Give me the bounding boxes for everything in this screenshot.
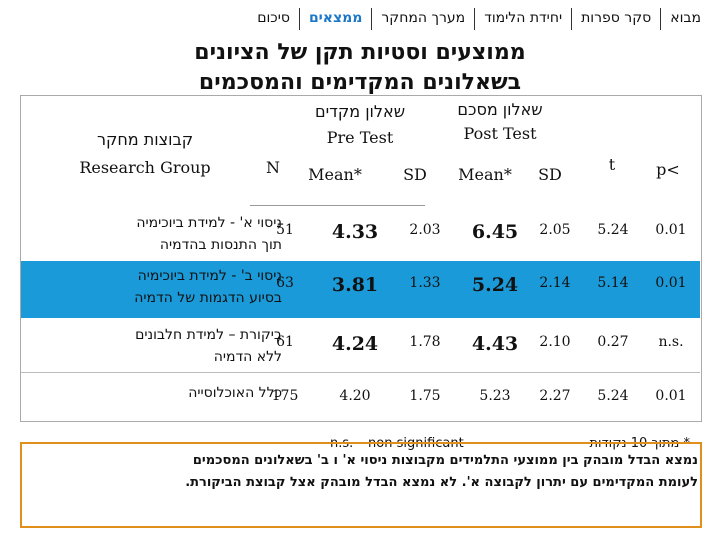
cell: 4.24 xyxy=(331,333,379,355)
title-line: בשאלונים המקדימים והמסכמים xyxy=(198,70,522,94)
nav-item[interactable]: ממצאים xyxy=(298,8,371,30)
header-p: p< xyxy=(656,160,680,179)
nav-item[interactable]: סיכום xyxy=(257,10,290,26)
cell: 2.27 xyxy=(539,388,571,404)
conclusion-line: לעומת המקדימים עם יתרון לקבוצה א'. לא נמ… xyxy=(185,475,698,490)
cell: 63 xyxy=(276,275,294,291)
row-label-line: ביקורת – למידת חלבונים xyxy=(135,327,282,343)
header-post-he: שאלון מסכם xyxy=(457,100,543,119)
header-rule xyxy=(250,205,425,206)
nav-item[interactable]: סקר ספרות xyxy=(571,8,660,30)
row-label-line: בסיוע הדגמות של הדמיה xyxy=(134,290,282,306)
cell: 61 xyxy=(276,334,294,350)
cell: 2.05 xyxy=(539,222,571,238)
cell: 5.24 xyxy=(597,222,629,238)
nav-item[interactable]: מערך המחקר xyxy=(371,8,474,30)
cell: 5.14 xyxy=(597,275,629,291)
cell: n.s. xyxy=(658,334,684,350)
cell: 1.75 xyxy=(409,388,441,404)
cell: 175 xyxy=(271,388,299,404)
header-post-en: Post Test xyxy=(463,124,537,143)
row-label-line: ניסוי א' - למידת ביוכימיה xyxy=(136,215,282,231)
cell: 3.81 xyxy=(331,274,379,296)
cell: 5.24 xyxy=(471,274,519,296)
cell: 0.01 xyxy=(655,222,687,238)
cell: 4.20 xyxy=(339,388,371,404)
row-label-line: ניסוי ב' - למידת ביוכימיה xyxy=(137,268,282,284)
header-sd: SD xyxy=(403,165,427,184)
row-label: ביקורת – למידת חלבונים ללא הדמיה xyxy=(22,324,282,368)
cell: 1.33 xyxy=(409,275,441,291)
header-mean: Mean* xyxy=(308,165,362,184)
cell: 0.27 xyxy=(597,334,629,350)
title-line: ממוצעים וסטיות תקן של הציונים xyxy=(194,40,526,65)
header-sd: SD xyxy=(538,165,562,184)
cell: 1.78 xyxy=(409,334,441,350)
row-label-line: ללא הדמיה xyxy=(213,349,282,365)
header-group-en: Research Group xyxy=(79,158,211,177)
row-label-line: כלל האוכלוסייה xyxy=(188,385,282,401)
cell: 0.01 xyxy=(655,275,687,291)
row-label: ניסוי ב' - למידת ביוכימיה בסיוע הדגמות של… xyxy=(22,265,282,309)
conclusion-box: נמצא הבדל מובהק בין ממוצעי התלמידים מקבו… xyxy=(20,442,702,528)
header-pre-en: Pre Test xyxy=(326,128,394,147)
cell: 6.45 xyxy=(471,221,519,243)
cell: 4.33 xyxy=(331,221,379,243)
row-rule xyxy=(21,372,700,373)
conclusion-line: נמצא הבדל מובהק בין ממוצעי התלמידים מקבו… xyxy=(192,453,698,468)
nav-item[interactable]: מבוא xyxy=(660,8,710,30)
header-group-he: קבוצות מחקר xyxy=(96,130,194,149)
nav-bar: מבוא סקר ספרות יחידת הלימוד מערך המחקר ממצאי… xyxy=(248,8,710,30)
row-highlight xyxy=(21,261,700,318)
cell: 2.14 xyxy=(539,275,571,291)
row-label: ניסוי א' - למידת ביוכימיה תוך התנסות בהדמ… xyxy=(22,212,282,256)
row-label: כלל האוכלוסייה xyxy=(22,382,282,404)
header-n: N xyxy=(266,158,280,177)
header-pre-he: שאלון מקדים xyxy=(314,102,406,121)
header-t: t xyxy=(608,155,616,174)
header-mean: Mean* xyxy=(458,165,512,184)
cell: 2.10 xyxy=(539,334,571,350)
cell: 4.43 xyxy=(471,333,519,355)
cell: 5.24 xyxy=(597,388,629,404)
cell: 51 xyxy=(276,222,294,238)
cell: 0.01 xyxy=(655,388,687,404)
cell: 2.03 xyxy=(409,222,441,238)
cell: 5.23 xyxy=(479,388,511,404)
table-frame xyxy=(20,95,702,422)
row-label-line: תוך התנסות בהדמיה xyxy=(159,237,282,253)
nav-item[interactable]: יחידת הלימוד xyxy=(474,8,571,30)
